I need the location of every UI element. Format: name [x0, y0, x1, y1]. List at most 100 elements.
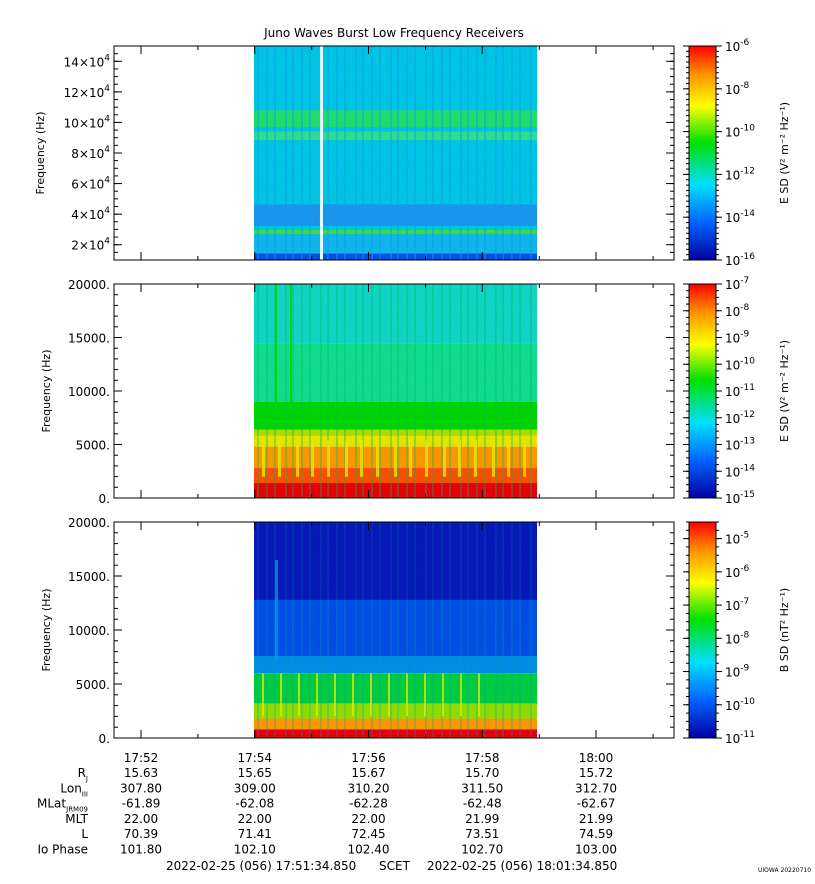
colorbar-tick-base: 10: [725, 83, 740, 97]
panel-1-ylabel: Frequency (Hz): [34, 112, 47, 195]
colorbar-tick-label: 10-13: [725, 437, 755, 453]
spectrogram-burst: [311, 440, 314, 477]
y-tick-label: 4×104: [71, 206, 110, 222]
ephemeris-row-label: RJ: [78, 766, 88, 783]
ephemeris-value: 21.99: [579, 812, 613, 826]
y-tick-label: 10×104: [64, 114, 111, 130]
ephemeris-value: 15.65: [238, 766, 272, 780]
spectrogram-burst: [442, 673, 444, 717]
colorbar-tick-base: 10: [725, 305, 740, 319]
ephemeris-value: 21.99: [465, 812, 499, 826]
x-axis-ticks: 17:52 17:54 17:56 17:58 18:00: [124, 46, 654, 765]
colorbar-tick-base: 10: [725, 666, 740, 680]
y-tick-label: 5000.: [76, 439, 110, 453]
colorbar-tick-label: 10-5: [725, 531, 749, 547]
colorbar-tick-label: 10-10: [725, 356, 755, 372]
colorbar-1-label: E SD (V² m⁻² Hz⁻¹): [778, 102, 791, 204]
panel-2-ylabel: Frequency (Hz): [40, 350, 53, 433]
footer-start: 2022-02-25 (056) 17:51:34.850: [166, 859, 356, 873]
ephemeris-value: 102.40: [348, 843, 390, 857]
spectrogram-burst: [296, 440, 299, 477]
colorbar-tick-base: 10: [725, 439, 740, 453]
ephemeris-value: 102.70: [461, 843, 503, 857]
colorbar-tick-label: 10-6: [725, 38, 750, 54]
spectrogram-burst: [334, 673, 336, 717]
ephemeris-value: 15.72: [579, 766, 613, 780]
spectrogram-noise: [254, 46, 537, 260]
y-tick-label: 0.: [99, 492, 110, 506]
y-tick-base: 8×10: [71, 147, 104, 161]
colorbar-tick-exp: -7: [740, 597, 749, 607]
y-tick-exp: 4: [104, 114, 110, 124]
colorbar-tick-exp: -6: [740, 564, 749, 574]
spectrogram-spike: [275, 284, 277, 413]
colorbar-tick-exp: -9: [740, 664, 749, 674]
colorbar-tick-label: 10-9: [725, 664, 750, 680]
y-tick-base: 14×10: [64, 55, 105, 69]
ephemeris-row-label: Io Phase: [37, 843, 88, 857]
x-tick-label: 17:56: [351, 751, 386, 765]
ephemeris-row-label: MLatJRM09: [37, 797, 88, 814]
colorbar-tick-label: 10-8: [725, 630, 750, 646]
colorbar-tick-exp: -14: [740, 463, 755, 473]
colorbar-tick-exp: -8: [740, 303, 749, 313]
panel-2: 0. 5000. 10000. 15000. 20000. Frequency (Hz)…: [40, 276, 791, 506]
ephemeris-label-main: Lon: [60, 781, 81, 795]
spectrogram-burst: [316, 673, 318, 717]
spectrogram-burst: [360, 440, 363, 477]
spectrogram-burst: [507, 440, 510, 477]
colorbar-3: [688, 521, 717, 739]
spectrogram-dark-top: [254, 522, 537, 600]
spectrogram-burst: [458, 440, 461, 477]
spectrogram-burst: [370, 673, 372, 717]
ephemeris-value: 70.39: [124, 827, 158, 841]
colorbar-tick-label: 10-12: [725, 410, 755, 426]
colorbar-tick-label: 10-9: [725, 330, 750, 346]
y-tick-label: 15000.: [68, 332, 110, 346]
colorbar-tick-base: 10: [725, 465, 740, 479]
x-tick-label: 17:54: [237, 751, 272, 765]
ephemeris-row-label: LonIII: [60, 781, 88, 798]
spectrogram-burst: [298, 673, 300, 717]
spectrogram-burst: [278, 440, 281, 477]
ephemeris-value: 101.80: [120, 843, 162, 857]
colorbar-tick-base: 10: [725, 168, 740, 182]
colorbar-tick-exp: -12: [740, 410, 755, 420]
ephemeris-label-sub: III: [82, 790, 88, 798]
panel-3-y-ticks: 0. 5000. 10000. 15000. 20000.: [68, 516, 674, 746]
ephemeris-value: 102.10: [234, 843, 276, 857]
colorbar-tick-exp: -11: [740, 383, 755, 393]
spectrogram-burst: [424, 673, 426, 717]
ephemeris-value: 15.67: [351, 766, 385, 780]
ephemeris-value: -61.89: [122, 797, 161, 811]
y-tick-base: 2×10: [71, 239, 104, 253]
footer-scet: SCET: [379, 859, 411, 873]
footer-end: 2022-02-25 (056) 18:01:34.850: [427, 859, 617, 873]
spectrogram-burst: [523, 440, 526, 477]
ephemeris-row-label: L: [81, 827, 88, 841]
colorbar-tick-base: 10: [725, 40, 740, 54]
ephemeris-value: 22.00: [124, 812, 158, 826]
colorbar-tick-label: 10-8: [725, 81, 750, 97]
colorbar-tick-exp: -15: [740, 490, 755, 500]
colorbar-tick-exp: -7: [740, 276, 749, 286]
spectrogram-burst: [262, 673, 264, 717]
colorbar-tick-label: 10-8: [725, 303, 750, 319]
ephemeris-value: 74.59: [579, 827, 613, 841]
colorbar-tick-base: 10: [725, 632, 740, 646]
y-tick-exp: 4: [104, 176, 110, 186]
spectrogram-burst: [376, 440, 379, 477]
spectrogram-spike: [320, 46, 323, 260]
x-tick-label: 17:58: [465, 751, 500, 765]
ephemeris-value: 15.70: [465, 766, 499, 780]
y-tick-label: 20000.: [68, 278, 110, 292]
colorbar-tick-base: 10: [725, 126, 740, 140]
colorbar-tick-exp: -10: [740, 124, 755, 134]
footer-stamp: UIOWA 20220710: [758, 867, 811, 874]
panel-3-spectrogram: [254, 522, 537, 738]
spectrogram-spike: [290, 284, 292, 413]
colorbar-tick-exp: -16: [740, 252, 755, 262]
ephemeris-value: 72.45: [351, 827, 385, 841]
